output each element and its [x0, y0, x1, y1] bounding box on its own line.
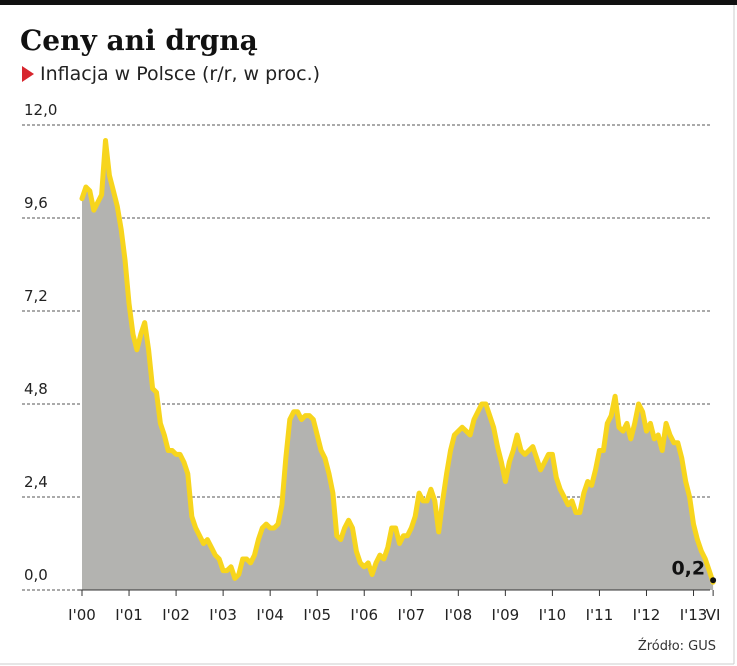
x-tick-label: I'09: [492, 606, 520, 624]
x-tick-label: I'08: [444, 606, 472, 624]
x-tick-label: I'07: [397, 606, 425, 624]
chart-subtitle: Inflacja w Polsce (r/r, w proc.): [40, 63, 320, 85]
x-tick-label: I'03: [209, 606, 237, 624]
x-tick-label: I'13: [680, 606, 708, 624]
x-tick-label: I'01: [115, 606, 143, 624]
x-tick-label: I'00: [68, 606, 96, 624]
value-label: 0,2: [671, 557, 705, 579]
x-tick-label: I'06: [350, 606, 378, 624]
x-tick-label: I'04: [256, 606, 284, 624]
x-tick-label: I'02: [162, 606, 190, 624]
y-tick-label: 4,8: [24, 380, 48, 398]
y-tick-label: 0,0: [24, 566, 48, 584]
end-point: [710, 577, 717, 584]
y-tick-label: 2,4: [24, 473, 48, 491]
bullet: [22, 66, 34, 82]
line: [79, 138, 716, 585]
x-tick-label: I'12: [633, 606, 661, 624]
x-tick-label: I'10: [539, 606, 567, 624]
x-tick-label: I'11: [586, 606, 614, 624]
x-tick-label: VI: [706, 606, 721, 624]
area: [82, 140, 714, 590]
chart-title: Ceny ani drgną: [20, 24, 258, 57]
source: Źródło: GUS: [638, 638, 716, 654]
y-tick-label: 12,0: [24, 101, 57, 119]
top-rule: [0, 0, 737, 5]
y-tick-label: 9,6: [24, 194, 48, 212]
x-tick-label: I'05: [303, 606, 331, 624]
y-tick-label: 7,2: [24, 287, 48, 305]
